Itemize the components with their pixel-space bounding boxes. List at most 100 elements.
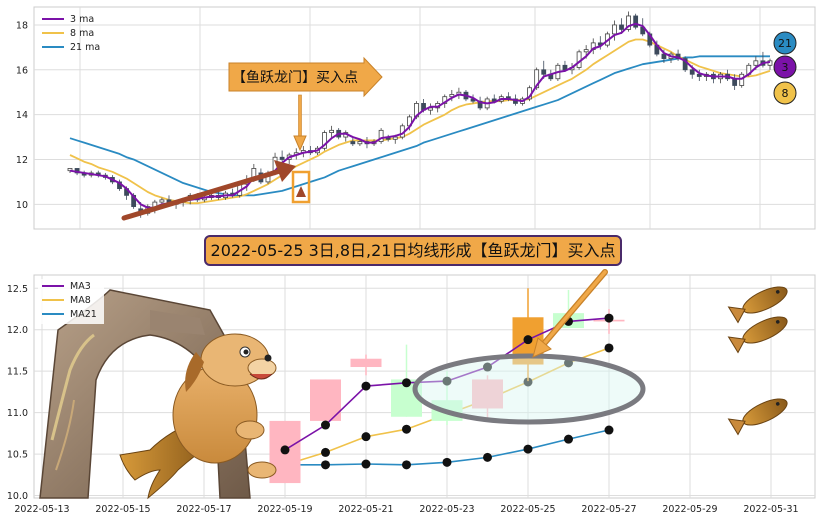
price-candle: [739, 72, 745, 88]
price-candle: [682, 56, 688, 73]
buy-point-callout: 【鱼跃龙门】买入点: [228, 56, 383, 204]
callout-pointer-shaft: [298, 94, 302, 138]
price-candle-body: [689, 69, 695, 75]
badge-3-text: 3: [782, 61, 789, 74]
price-candle-body: [753, 60, 759, 66]
price-candle-body: [322, 132, 327, 149]
line-ma3-point: [483, 362, 492, 372]
price-candle: [626, 11, 631, 32]
line-ma3-point: [604, 313, 614, 323]
line-ma8-point: [321, 447, 330, 457]
price-candle-body: [159, 199, 165, 203]
price-candle-body: [279, 156, 285, 160]
line-8-ma: [69, 38, 771, 205]
price-candle: [633, 13, 639, 30]
callout-arrow-shape: [228, 56, 383, 98]
zoom-y-tick-label: 10.5: [7, 450, 28, 461]
price-candle: [612, 20, 617, 41]
price-candle: [357, 139, 363, 147]
zoom-candle-body: [472, 379, 503, 409]
zoom-y-tick-label: 12.5: [7, 284, 28, 295]
zoom-candle: [350, 354, 382, 376]
zoom-panel: 10.0 10.5 11.0 11.5 12.0 12.5 2022-05-13 2022-…: [7, 269, 816, 515]
trend-arrow: [121, 160, 296, 221]
line-ma21-point: [604, 425, 614, 435]
zoom-candle: [472, 375, 503, 420]
price-candle-body: [583, 49, 589, 53]
zoom-x-tick-label: 2022-05-15: [95, 504, 150, 515]
line-ma3-point: [280, 445, 290, 455]
price-y-tick-label: 16: [16, 65, 28, 76]
price-y-tick-label: 18: [16, 20, 28, 31]
line-ma8-point: [402, 424, 411, 434]
signal-banner: 2022-05-25 3日,8日,21日均线形成【鱼跃龙门】买入点: [204, 235, 622, 266]
line-ma8-point: [604, 343, 614, 353]
price-candle-body: [392, 136, 398, 140]
zoom-candle-body: [310, 379, 341, 421]
zoom-y-tick-label: 11.5: [7, 367, 28, 378]
price-candle-body: [357, 141, 363, 145]
line-ma3-point: [321, 420, 330, 430]
legend-label-8ma: 8 ma: [70, 28, 94, 39]
line-ma21-point: [442, 457, 452, 467]
price-candle-body: [541, 69, 547, 75]
zoom-y-tick-label: 12.0: [7, 325, 28, 336]
price-candle-body: [428, 107, 434, 111]
price-panel: 10 12 14 16 18 3 ma 8 ma 21 ma 【鱼跃龙门】买入点: [16, 6, 816, 230]
zoom-x-tick-label: 2022-05-29: [662, 504, 717, 515]
zoom-pointer-arrow: [532, 269, 608, 358]
badge-21: [773, 31, 797, 55]
zoom-x-tick-label: 2022-05-19: [257, 504, 312, 515]
zoom-x-tick-label: 2022-05-27: [581, 504, 636, 515]
badge-21-text: 21: [778, 37, 792, 50]
carp-illustration: [727, 286, 788, 436]
price-candle-body: [626, 15, 631, 30]
banner-box: [204, 235, 622, 266]
line-ma21-point: [361, 459, 371, 469]
price-y-tick-label: 14: [16, 110, 28, 121]
price-panel-frame: [33, 6, 816, 230]
price-candle: [619, 18, 624, 34]
price-candle: [378, 128, 384, 144]
callout-label: 【鱼跃龙门】买入点: [232, 69, 358, 86]
price-candle-body: [534, 69, 540, 89]
legend-label-21ma: 21 ma: [70, 42, 100, 53]
price-y-tick-label: 10: [16, 200, 28, 211]
price-candle: [322, 130, 327, 151]
banner-text: 2022-05-25 3日,8日,21日均线形成【鱼跃龙门】买入点: [211, 241, 616, 260]
callout-pointer-head: [293, 135, 307, 152]
zoom-x-tick-label: 2022-05-25: [500, 504, 555, 515]
price-candle: [696, 69, 702, 81]
price-candle-body: [350, 141, 356, 145]
line-ma3-point: [402, 378, 411, 388]
price-candle-body: [378, 129, 384, 142]
line-ma8-point: [523, 377, 533, 387]
price-candle: [428, 103, 434, 115]
zoom-y-tick-label: 10.0: [7, 491, 28, 502]
zoom-x-tick-label: 2022-05-21: [338, 504, 393, 515]
line-ma3-point: [361, 381, 371, 391]
mermaid-dog-illustration: [119, 333, 277, 500]
line-ma21-point: [402, 460, 411, 470]
price-candle-body: [732, 78, 738, 86]
price-candle-body: [612, 24, 617, 35]
line-ma3-point: [523, 335, 533, 345]
price-y-tick-label: 12: [16, 155, 28, 166]
price-candle-body: [619, 24, 624, 30]
legend-label-ma3: MA3: [70, 281, 91, 292]
buy-point-marker: [291, 170, 311, 204]
price-candle-body: [696, 73, 702, 77]
price-candle: [279, 150, 285, 162]
price-legend: 3 ma 8 ma 21 ma: [42, 14, 100, 53]
price-candle-body: [739, 73, 745, 86]
zoom-x-tick-label: 2022-05-13: [14, 504, 69, 515]
price-candle-body: [562, 64, 568, 71]
price-candle-body: [491, 98, 497, 102]
price-candle-body: [329, 129, 335, 133]
zoom-x-ticks: 2022-05-13 2022-05-15 2022-05-17 2022-05-19…: [14, 504, 798, 515]
zoom-candle-body: [350, 358, 382, 368]
legend-label-3ma: 3 ma: [70, 14, 94, 25]
badge-8-text: 8: [782, 87, 789, 100]
zoom-y-tick-label: 11.0: [7, 408, 28, 419]
price-candle: [350, 137, 356, 147]
